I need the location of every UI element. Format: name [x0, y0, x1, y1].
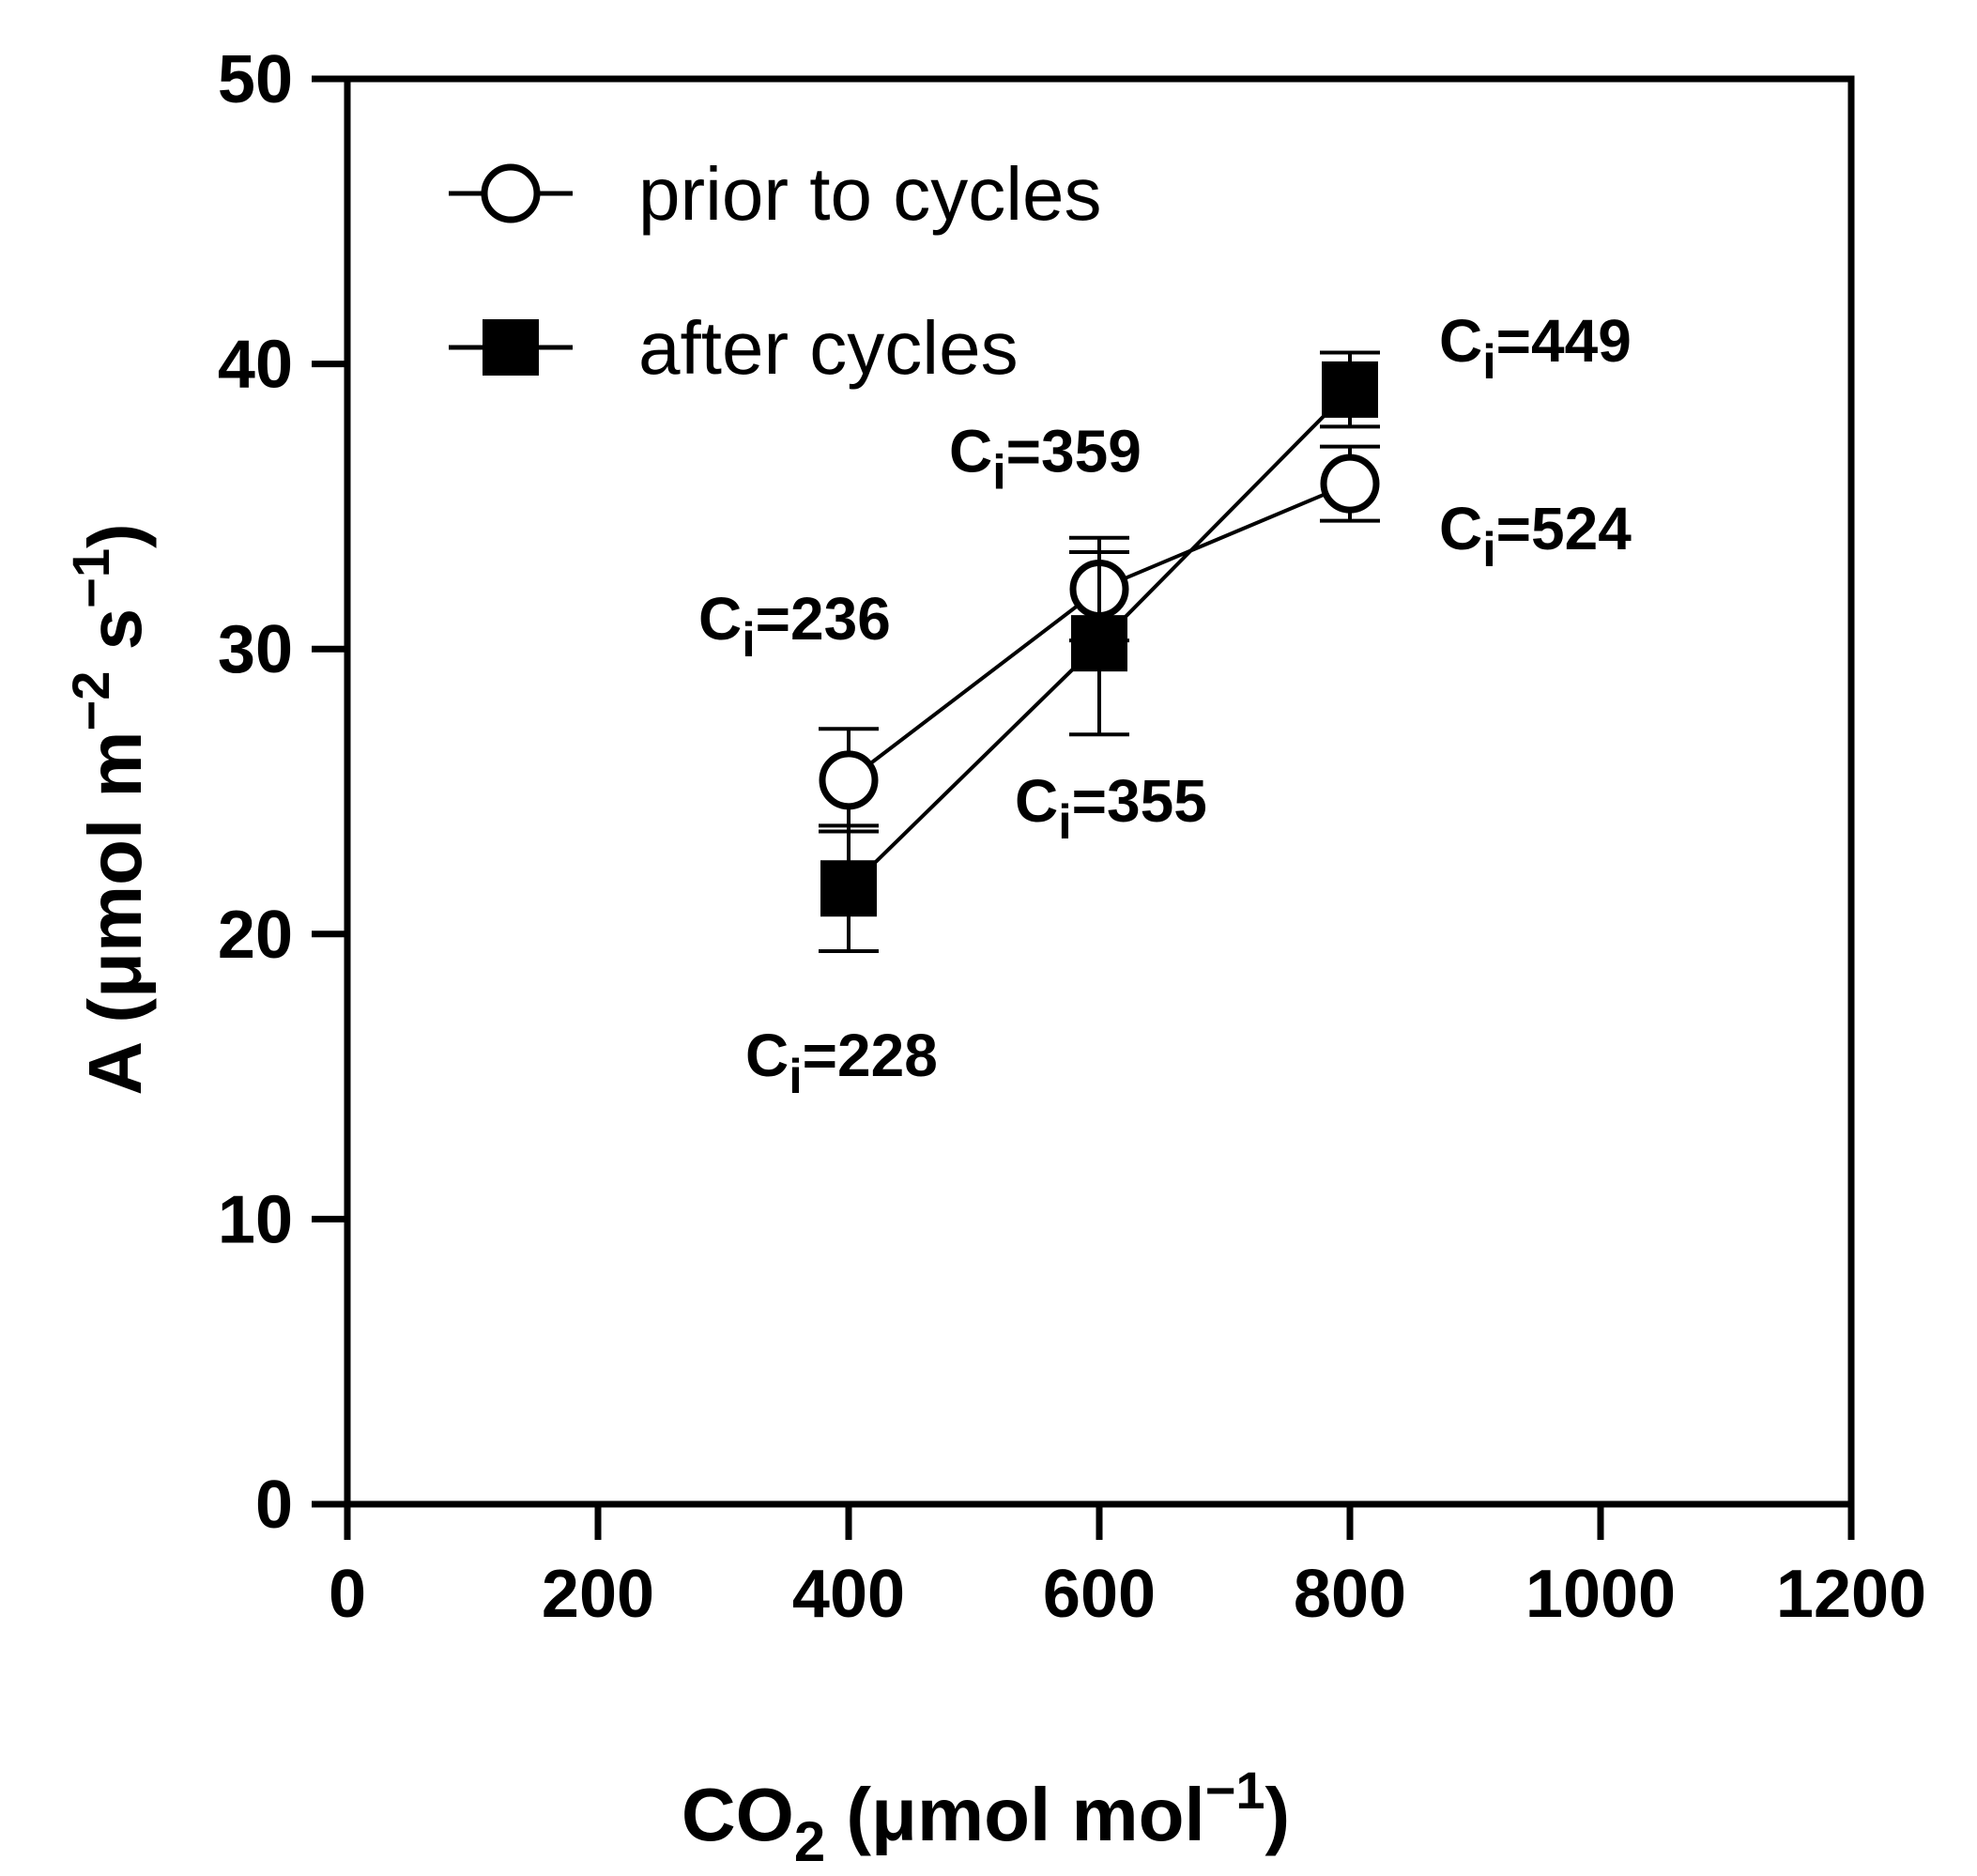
data-point — [1322, 361, 1378, 418]
data-point — [819, 750, 879, 810]
x-axis: 0 200 400 600 800 1000 1200 — [329, 1504, 1926, 1632]
y-tick-label: 20 — [218, 898, 293, 973]
y-axis: 0 10 20 30 40 50 — [218, 42, 347, 1543]
annotation-layer: Ci=236 Ci=359 Ci=524 Ci=228 Ci=355 Ci=449 — [698, 307, 1632, 1104]
x-tick-label: 0 — [329, 1557, 366, 1632]
data-point — [820, 860, 877, 917]
ci-annotation: Ci=524 — [1439, 495, 1632, 577]
x-tick-label: 400 — [792, 1557, 905, 1632]
data-point — [1071, 615, 1127, 672]
series-after-cycles — [819, 350, 1380, 954]
ci-annotation: Ci=355 — [1015, 767, 1207, 850]
ci-annotation: Ci=228 — [745, 1022, 938, 1104]
ci-annotation: Ci=359 — [949, 417, 1142, 500]
series-layer — [819, 350, 1380, 954]
legend-marker — [483, 319, 539, 376]
ci-annotation: Ci=449 — [1439, 307, 1632, 390]
y-tick-label: 40 — [218, 328, 293, 403]
y-axis-title: A (μmol m−2 s−1) — [61, 523, 157, 1095]
ci-annotation: Ci=236 — [698, 585, 891, 668]
x-tick-label: 1000 — [1525, 1557, 1676, 1632]
x-tick-label: 200 — [542, 1557, 654, 1632]
data-point — [1320, 454, 1380, 514]
legend-marker — [481, 163, 541, 223]
y-tick-label: 10 — [218, 1182, 293, 1257]
x-tick-label: 1200 — [1776, 1557, 1926, 1632]
y-tick-label: 50 — [218, 42, 293, 117]
x-tick-label: 600 — [1043, 1557, 1156, 1632]
legend: prior to cycles after cycles — [449, 152, 1101, 390]
y-tick-label: 0 — [255, 1468, 293, 1543]
legend-label: after cycles — [638, 306, 1019, 390]
x-tick-label: 800 — [1294, 1557, 1406, 1632]
x-axis-title: CO2 (μmol mol−1) — [682, 1761, 1290, 1873]
y-tick-label: 30 — [218, 612, 293, 687]
legend-label: prior to cycles — [638, 152, 1101, 236]
